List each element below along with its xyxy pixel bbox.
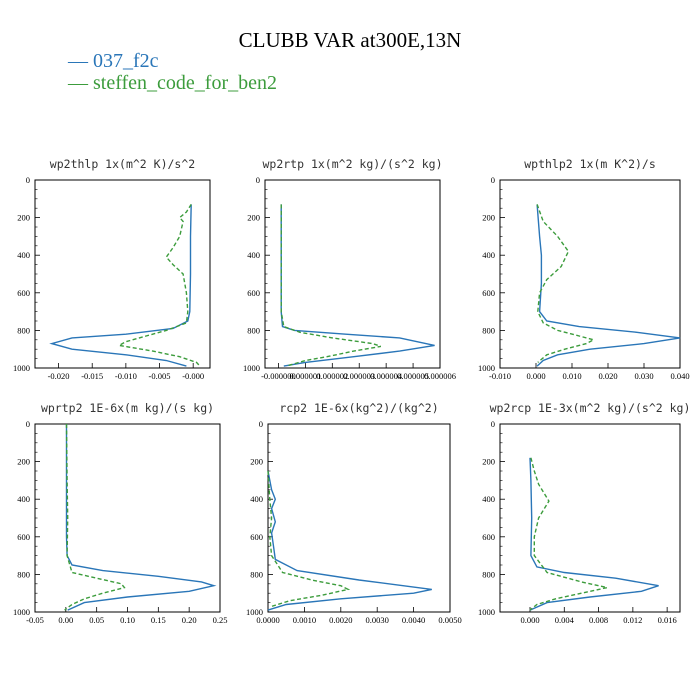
panel-5-xtick-label-3: 0.012: [623, 615, 642, 625]
panel-1-ytick-label-4: 800: [247, 325, 260, 335]
panel-2-ytick-label-5: 1000: [478, 363, 495, 373]
panel-5-series-steffen: [529, 457, 608, 611]
panel-3-ytick-label-4: 800: [17, 569, 30, 579]
panel-0-ytick-label-4: 800: [17, 325, 30, 335]
panel-4-ytick-label-2: 400: [250, 494, 263, 504]
panel-4-xtick-label-0: 0.0000: [256, 615, 279, 625]
panel-1-xtick-label-0: -0.000000: [261, 371, 296, 381]
panel-0-ytick-label-2: 400: [17, 250, 30, 260]
panel-4-xtick-label-2: 0.0020: [329, 615, 352, 625]
panel-4-series-037-f2c: [267, 470, 432, 611]
panel-4-series-steffen: [267, 470, 351, 608]
legend-entry-steffen: — steffen_code_for_ben2: [68, 72, 278, 94]
panel-1-ytick-label-2: 400: [247, 250, 260, 260]
panel-3-title: wprtp2 1E-6x(m kg)/(s kg): [41, 401, 214, 415]
panel-3-xtick-label-6: 0.25: [213, 615, 228, 625]
panel-4-ytick-label-4: 800: [250, 569, 263, 579]
legend: — 037_f2c — steffen_code_for_ben2: [68, 50, 277, 94]
panel-1-ytick-label-3: 600: [247, 288, 260, 298]
panel-1-ytick-label-5: 1000: [243, 363, 260, 373]
panel-5-ytick-label-5: 1000: [478, 607, 495, 617]
panel-4-xtick-label-3: 0.0030: [366, 615, 389, 625]
panel-1-xtick-label-6: 0.000006: [424, 371, 456, 381]
panel-0-title: wp2thlp 1x(m^2 K)/s^2: [50, 157, 195, 171]
panel-1-xtick-label-3: 0.000003: [343, 371, 375, 381]
panel-2-ytick-label-0: 0: [491, 175, 495, 185]
panel-4-title: rcp2 1E-6x(kg^2)/(kg^2): [279, 401, 438, 415]
panel-2-xtick-label-5: 0.040: [670, 371, 689, 381]
panel-0-xtick-label-2: -0.010: [115, 371, 137, 381]
panel-2-ytick-label-4: 800: [482, 325, 495, 335]
panel-3-ytick-label-1: 200: [17, 457, 30, 467]
panel-1-series-steffen: [280, 204, 382, 367]
legend-entry-037-f2c: — 037_f2c: [68, 50, 159, 72]
panel-0-series-037-f2c: [49, 204, 192, 367]
panel-1-xtick-label-1: 0.000001: [289, 371, 321, 381]
panel-5-ytick-label-3: 600: [482, 532, 495, 542]
panel-3-xtick-label-3: 0.10: [120, 615, 135, 625]
panel-2-xtick-label-2: 0.010: [562, 371, 581, 381]
panel-4-xtick-label-4: 0.0040: [402, 615, 425, 625]
panel-3-frame: [34, 423, 221, 613]
panel-2-ytick-label-1: 200: [482, 213, 495, 223]
panel-2-ytick-label-3: 600: [482, 288, 495, 298]
panel-2-xtick-label-4: 0.030: [634, 371, 653, 381]
panel-3-series-steffen: [64, 423, 126, 611]
panel-2-xtick-label-0: -0.010: [489, 371, 511, 381]
panel-0-xtick-label-0: -0.020: [48, 371, 70, 381]
panel-5-title: wp2rcp 1E-3x(m^2 kg)/(s^2 kg): [490, 401, 691, 415]
panel-1-xtick-label-2: 0.000002: [316, 371, 348, 381]
panel-5-ytick-label-1: 200: [482, 457, 495, 467]
panel-3-xtick-label-2: 0.05: [89, 615, 104, 625]
panel-0-series-steffen: [116, 204, 201, 367]
panel-2-ytick-label-2: 400: [482, 250, 495, 260]
panel-1-title: wp2rtp 1x(m^2 kg)/(s^2 kg): [262, 157, 442, 171]
panel-0-xtick-label-1: -0.015: [81, 371, 103, 381]
panel-5-xtick-label-2: 0.008: [589, 615, 608, 625]
figure-title: CLUBB VAR at300E,13N: [238, 28, 462, 52]
panel-4-ytick-label-5: 1000: [246, 607, 263, 617]
panel-5-ytick-label-2: 400: [482, 494, 495, 504]
panel-1-ytick-label-0: 0: [256, 175, 260, 185]
panel-4-xtick-label-1: 0.0010: [293, 615, 316, 625]
panel-5-xtick-label-1: 0.004: [555, 615, 575, 625]
panel-4-ytick-label-1: 200: [250, 457, 263, 467]
panel-1-xtick-label-5: 0.000005: [397, 371, 429, 381]
panel-0-ytick-label-5: 1000: [13, 363, 30, 373]
panel-4-ytick-label-3: 600: [250, 532, 263, 542]
panel-2-xtick-label-1: 0.000: [526, 371, 545, 381]
panel-0-ytick-label-3: 600: [17, 288, 30, 298]
panel-3-ytick-label-0: 0: [26, 419, 30, 429]
panel-3-series-037-f2c: [65, 424, 217, 611]
panel-3-ytick-label-3: 600: [17, 532, 30, 542]
panel-0-ytick-label-0: 0: [26, 175, 30, 185]
panel-0-xtick-label-3: -0.005: [149, 371, 171, 381]
panel-4-frame: [267, 423, 451, 613]
panel-3-xtick-label-5: 0.20: [182, 615, 197, 625]
panel-5-ytick-label-4: 800: [482, 569, 495, 579]
panel-5-series-037-f2c: [529, 457, 659, 611]
panel-3-xtick-label-1: 0.00: [58, 615, 73, 625]
panel-0-xtick-label-4: -0.000: [182, 371, 204, 381]
panel-2-series-037-f2c: [536, 204, 681, 367]
panel-4-xtick-label-5: 0.0050: [438, 615, 461, 625]
panel-5-xtick-label-0: 0.000: [520, 615, 539, 625]
panel-1-frame: [264, 179, 441, 369]
panel-2-frame: [499, 179, 681, 369]
panel-1-xtick-label-4: 0.000004: [370, 371, 403, 381]
panel-0-ytick-label-1: 200: [17, 213, 30, 223]
panel-4-ytick-label-0: 0: [259, 419, 263, 429]
panel-2-title: wpthlp2 1x(m K^2)/s: [524, 157, 656, 171]
panel-5-xtick-label-4: 0.016: [658, 615, 677, 625]
panel-2-xtick-label-3: 0.020: [598, 371, 617, 381]
panel-3-ytick-label-2: 400: [17, 494, 30, 504]
panel-3-xtick-label-0: -0.05: [26, 615, 44, 625]
panel-3-xtick-label-4: 0.15: [151, 615, 166, 625]
panel-3-ytick-label-5: 1000: [13, 607, 30, 617]
panel-1-ytick-label-1: 200: [247, 213, 260, 223]
panel-5-ytick-label-0: 0: [491, 419, 495, 429]
panel-2-series-steffen: [536, 204, 596, 363]
